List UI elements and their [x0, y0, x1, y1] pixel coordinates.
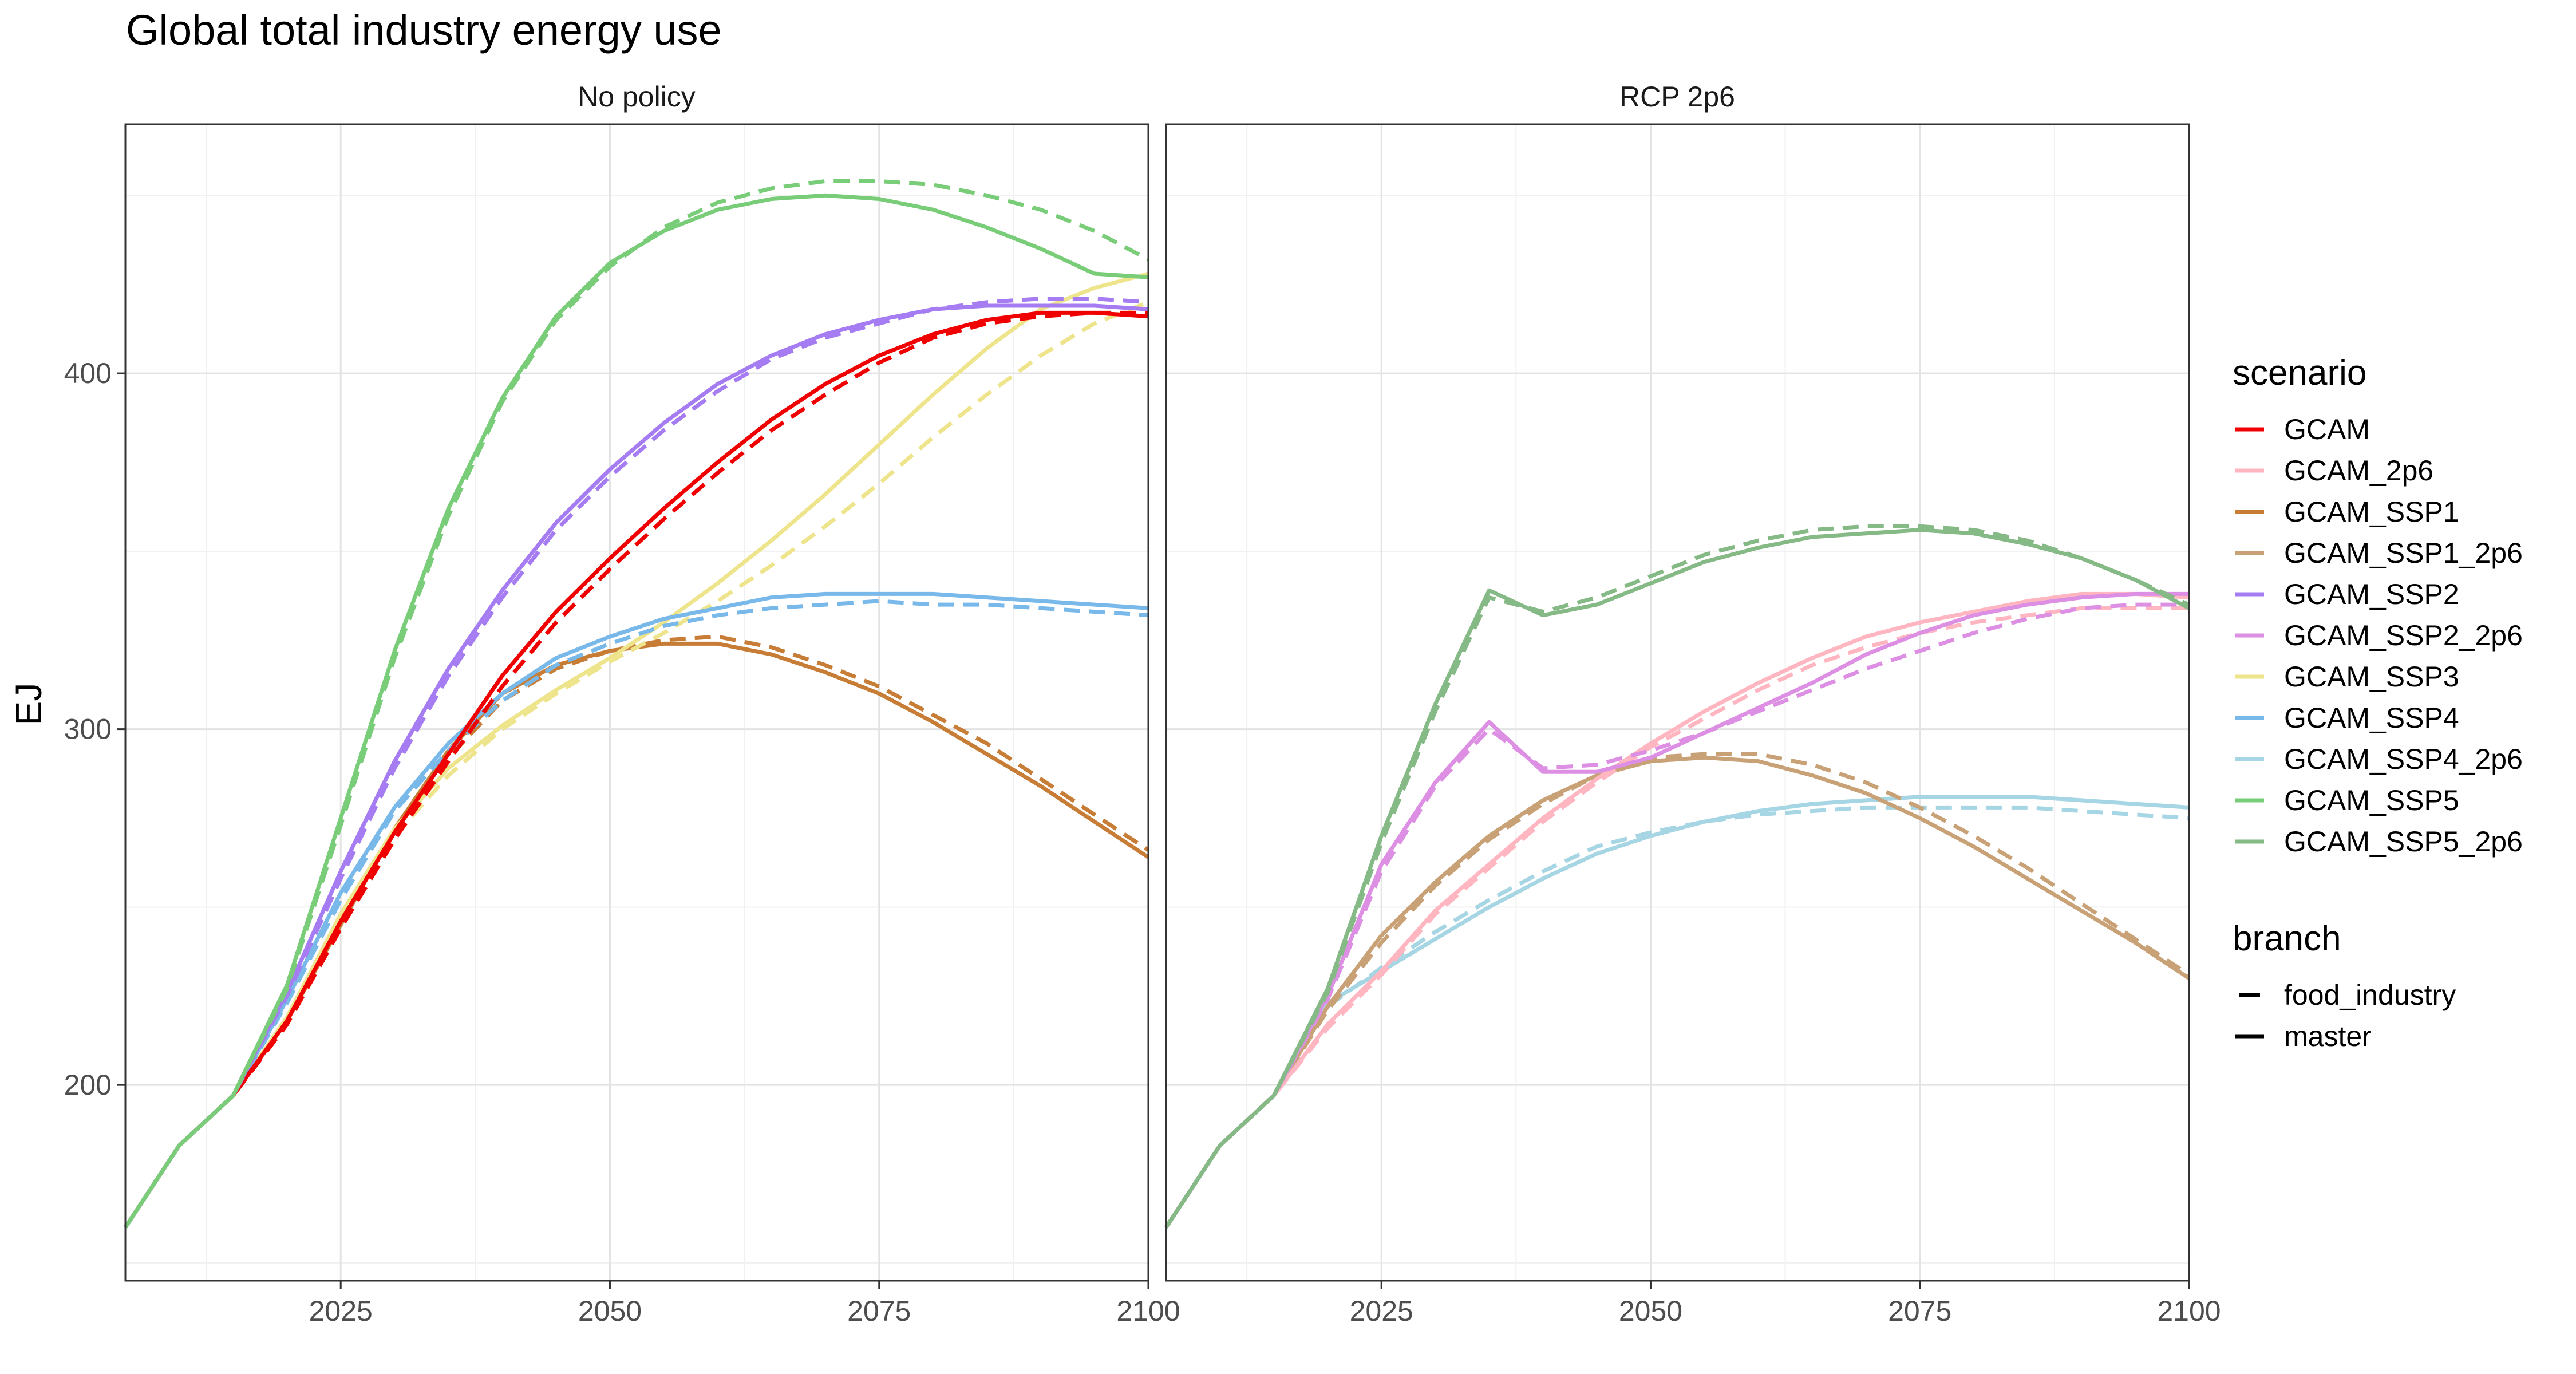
legend-branch-title: branch [2233, 919, 2341, 958]
x-tick-label: 2075 [1888, 1295, 1951, 1327]
series-line-gcam-food-industry [124, 310, 1148, 1229]
legend-item-label: food_industry [2284, 979, 2456, 1011]
series-line-gcam-ssp2-2p6-master [1164, 591, 2189, 1229]
legend-item-label: GCAM_SSP5 [2284, 784, 2459, 816]
legend-item-label: master [2284, 1020, 2372, 1052]
panel-rcp-2p6-grid [1166, 124, 2190, 1281]
x-tick-label: 2050 [578, 1295, 642, 1327]
panel-no-policy-grid [125, 124, 1149, 1281]
series-line-gcam-ssp5-master [124, 193, 1149, 1229]
legend-item-label: GCAM_SSP4_2p6 [2284, 743, 2523, 775]
series-line-gcam-ssp1-2p6-master [1164, 755, 2190, 1229]
panel-rcp-2p6-border [1165, 123, 2190, 1282]
legend: scenario GCAM GCAM_2p6 GCAM_SSP1 GCAM_SSP1_… [2233, 353, 2523, 1052]
panel-no-policy: No policy [124, 81, 1149, 1282]
y-tick-label: 200 [64, 1069, 112, 1101]
legend-item-label: GCAM_SSP2_2p6 [2284, 619, 2523, 652]
legend-item-label: GCAM [2284, 413, 2370, 445]
x-tick-label: 2100 [1116, 1295, 1180, 1327]
y-tick-label: 300 [64, 713, 112, 745]
x-tick-label: 2025 [309, 1295, 373, 1327]
legend-scenario-title: scenario [2233, 353, 2366, 393]
series-line-gcam-ssp1-master [124, 641, 1149, 1229]
series-line-gcam-ssp5-2p6-food-industry [1164, 524, 2190, 1229]
series-line-gcam-ssp1-2p6-food-industry [1164, 752, 2190, 1229]
legend-item-label: GCAM_SSP5_2p6 [2284, 826, 2523, 858]
x-tick-label: 2050 [1619, 1295, 1682, 1327]
chart-title: Global total industry energy use [126, 6, 722, 54]
legend-item-label: GCAM_2p6 [2284, 455, 2433, 487]
series-line-gcam-master [124, 310, 1149, 1229]
series-line-gcam-ssp5-food-industry [124, 179, 1149, 1229]
legend-scenario-items: GCAM GCAM_2p6 GCAM_SSP1 GCAM_SSP1_2p6 GCAM_S… [2235, 413, 2523, 858]
legend-item-label: GCAM_SSP1 [2284, 496, 2459, 528]
panel-title-no-policy: No policy [578, 81, 696, 113]
panel-rcp-2p6-lines [1164, 524, 2190, 1229]
series-line-gcam-ssp2-master [124, 303, 1149, 1229]
panel-title-rcp-2p6: RCP 2p6 [1619, 81, 1735, 113]
panel-no-policy-lines [124, 179, 1149, 1229]
series-line-gcam-ssp2-2p6-food-industry [1164, 602, 2189, 1229]
y-axis-ticks: 200 300 400 [64, 357, 125, 1101]
series-line-gcam-ssp4-food-industry [124, 599, 1149, 1229]
legend-item-label: GCAM_SSP3 [2284, 661, 2459, 693]
x-tick-label: 2075 [847, 1295, 911, 1327]
legend-item-label: GCAM_SSP1_2p6 [2284, 537, 2523, 569]
panel-rcp-2p6: RCP 2p6 [1164, 81, 2190, 1282]
x-tick-label: 2025 [1350, 1295, 1413, 1327]
legend-item-label: GCAM_SSP4 [2284, 702, 2459, 734]
x-axis-ticks: 2025 2050 2075 2100 2025 2050 2075 2100 [309, 1281, 2221, 1327]
panel-no-policy-border [124, 123, 1149, 1282]
series-line-gcam-2p6-master [1164, 591, 2190, 1229]
series-line-gcam-2p6-food-industry [1164, 606, 2189, 1229]
series-line-gcam-ssp2-food-industry [124, 297, 1149, 1229]
series-line-gcam-ssp3-food-industry [124, 300, 1149, 1229]
series-line-gcam-ssp1-food-industry [124, 634, 1149, 1229]
x-tick-label: 2100 [2157, 1295, 2221, 1327]
y-axis-label: EJ [8, 683, 49, 726]
y-tick-label: 400 [64, 357, 112, 389]
series-line-gcam-ssp5-2p6-master [1164, 528, 2190, 1229]
legend-item-label: GCAM_SSP2 [2284, 578, 2459, 610]
series-line-gcam-ssp4-master [124, 591, 1149, 1229]
